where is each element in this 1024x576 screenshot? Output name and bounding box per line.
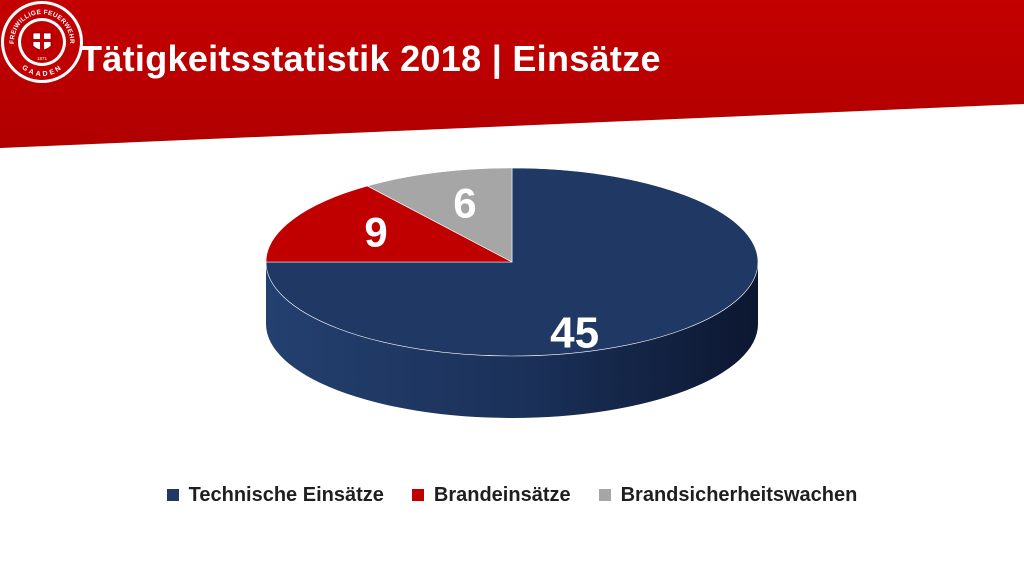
legend-item-brandeinsaetze: Brandeinsätze: [411, 483, 571, 507]
pie-slice-technische-einsaetze: [265, 167, 759, 357]
chart-legend: Technische Einsätze Brandeinsätze Brandsic…: [0, 480, 1024, 510]
pie-slice-brandsicherheitswachen: [366, 167, 513, 263]
legend-item-brandsicherheitswachen: Brandsicherheitswachen: [598, 483, 858, 507]
svg-text:1871: 1871: [37, 56, 48, 61]
legend-swatch-brandeinsaetze: [411, 489, 424, 501]
data-label-technische-einsaetze: 45: [550, 309, 599, 358]
pie-slice-brandeinsaetze: [265, 185, 513, 263]
header-shape: [0, 0, 1024, 148]
pie-side-technische-einsaetze: [266, 262, 758, 418]
legend-label-brandsicherheitswachen: Brandsicherheitswachen: [620, 483, 858, 506]
legend-label-brandeinsaetze: Brandeinsätze: [433, 483, 571, 506]
legend-swatch-brandsicherheitswachen: [598, 489, 611, 501]
header-banner: Tätigkeitsstatistik 2018 | Einsätze FREI…: [0, 0, 1024, 150]
legend-swatch-technische-einsaetze: [166, 489, 179, 501]
data-label-brandsicherheitswachen: 6: [453, 180, 476, 227]
legend-item-technische-einsaetze: Technische Einsätze: [166, 483, 384, 507]
data-label-brandeinsaetze: 9: [364, 209, 387, 256]
fire-department-logo: FREIWILLIGE FEUERWEHR GAADEN 1871: [1, 1, 83, 83]
legend-label-technische-einsaetze: Technische Einsätze: [188, 483, 384, 506]
page-title: Tätigkeitsstatistik 2018 | Einsätze: [80, 38, 661, 79]
